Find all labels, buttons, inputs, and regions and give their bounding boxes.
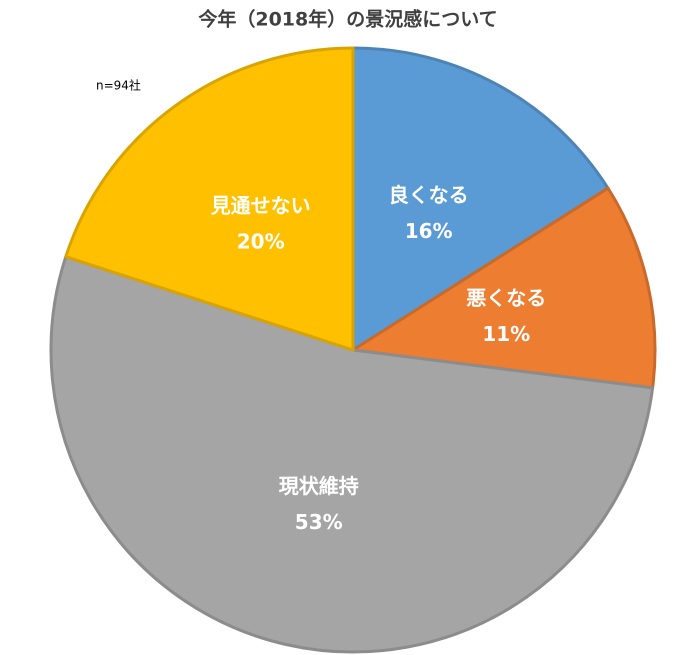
pie-slice [49, 255, 655, 654]
slice-value-label: 53% [295, 510, 343, 534]
slice-label: 見通せない [211, 193, 311, 217]
chart-title: 今年（2018年）の景況感について [197, 8, 497, 31]
slice-label: 良くなる [389, 183, 469, 207]
slice-label: 現状維持 [279, 474, 359, 498]
pie-slice [351, 46, 610, 352]
pie-slice [64, 46, 355, 352]
slice-value-label: 20% [237, 229, 285, 253]
pie-slice [351, 186, 657, 390]
slice-label: 悪くなる [466, 286, 546, 310]
annotation: n=94社 [96, 78, 141, 93]
slice-value-label: 11% [482, 322, 530, 346]
slice-value-label: 16% [405, 219, 453, 243]
